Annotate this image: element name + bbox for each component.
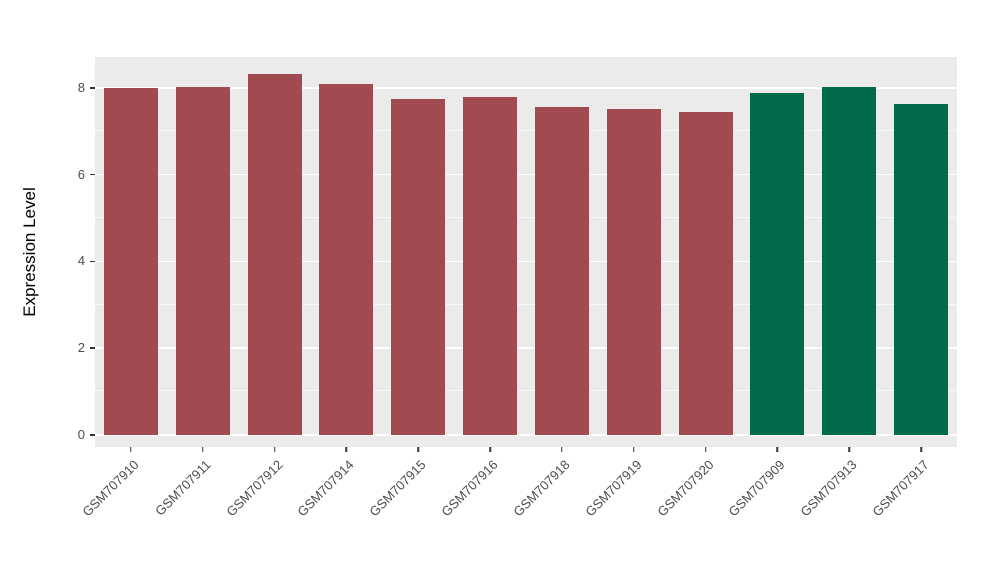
x-tick-mark: [130, 447, 132, 452]
x-tick-label: GSM707912: [222, 457, 286, 520]
gridline-minor: [95, 130, 957, 132]
x-tick-label: GSM707911: [151, 457, 214, 519]
y-tick-label: 8: [77, 79, 85, 95]
bar: [678, 111, 733, 435]
x-tick-mark: [489, 447, 491, 452]
bar: [606, 108, 661, 435]
x-tick-label: GSM707914: [294, 457, 358, 520]
x-tick-mark: [273, 447, 276, 452]
x-tick-mark: [345, 447, 348, 452]
bar: [391, 99, 446, 435]
x-tick-mark: [848, 447, 850, 452]
gridline-major: [95, 260, 957, 263]
x-tick-label: GSM707920: [653, 457, 717, 520]
y-tick-mark: [90, 173, 95, 176]
y-tick-label: 4: [77, 253, 85, 269]
y-tick-mark: [90, 347, 95, 349]
gridline-major: [95, 173, 957, 176]
y-tick-mark: [90, 87, 95, 89]
gridline-major: [95, 87, 957, 89]
plot-panel: [95, 57, 957, 447]
bar: [175, 86, 230, 435]
x-tick-label: GSM707913: [797, 457, 860, 520]
bar: [894, 104, 949, 435]
y-tick-label: 2: [77, 340, 85, 356]
x-tick-label: GSM707915: [366, 457, 429, 520]
x-tick-mark: [704, 447, 707, 452]
x-tick-label: GSM707919: [582, 457, 645, 520]
bar: [463, 97, 518, 435]
x-tick-mark: [417, 447, 419, 452]
x-tick-label: GSM707917: [869, 457, 932, 520]
gridline-major: [95, 434, 957, 436]
x-tick-label: GSM707918: [510, 457, 573, 520]
gridline-minor: [95, 390, 957, 392]
y-tick-mark: [90, 434, 95, 436]
bar: [247, 73, 302, 435]
y-tick-label: 6: [77, 166, 85, 182]
x-tick-mark: [633, 447, 635, 452]
y-axis: 0 2 4 6 8: [0, 57, 95, 447]
y-tick-mark: [90, 260, 95, 263]
bar: [534, 106, 589, 435]
y-tick-label: 0: [77, 426, 85, 442]
x-tick-mark: [776, 447, 779, 452]
x-tick-label: GSM707916: [438, 457, 501, 520]
bar: [103, 87, 158, 435]
bar: [750, 93, 805, 435]
bar: [319, 84, 374, 435]
x-tick-label: GSM707910: [79, 457, 142, 520]
x-tick-label: GSM707909: [725, 457, 789, 520]
x-axis: GSM707910 GSM707911 GSM707912 GSM707914 GSM7…: [79, 447, 957, 577]
gridline-minor: [95, 216, 957, 218]
x-tick-mark: [920, 447, 922, 452]
x-tick-mark: [202, 447, 204, 452]
bar: [822, 86, 877, 435]
gridline-major: [95, 347, 957, 349]
x-tick-mark: [561, 447, 563, 452]
gridline-minor: [95, 303, 957, 305]
